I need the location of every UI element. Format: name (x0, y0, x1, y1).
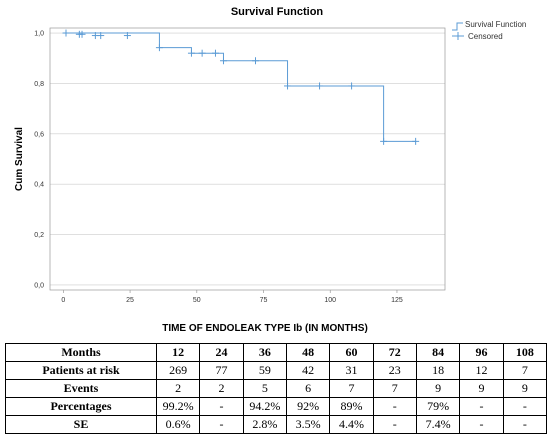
table-row: Patients at risk 269 77 59 42 31 23 18 12 7 (5, 361, 548, 380)
table-cell: - (372, 397, 417, 416)
table-cell: 79% (415, 397, 461, 416)
censored-mark (252, 57, 260, 65)
y-axis-label: Cum Survival (14, 127, 25, 191)
censored-mark (198, 49, 206, 57)
x-tick-label: 50 (193, 297, 201, 304)
y-tick-label: 0,0 (34, 282, 44, 289)
legend: Survival Function Censored (452, 20, 526, 41)
table-cell: 7.4% (415, 415, 461, 434)
table-cell: 77 (199, 361, 244, 380)
table-row: Percentages 99.2% -94.2% 92% 89% -79% - - (5, 397, 548, 416)
table-cell: 2 (155, 379, 201, 398)
y-axis-ticks: 0,0 0,2 0,4 0,6 0,8 1,0 (34, 31, 44, 290)
table-cell: 89% (329, 397, 374, 416)
table-cell: 108 (502, 343, 548, 362)
censored-mark (78, 30, 86, 38)
censored-mark (62, 29, 70, 37)
x-axis-label: TIME OF ENDOLEAK TYPE Ib (IN MONTHS) (162, 323, 368, 334)
censored-mark (123, 32, 131, 40)
table-cell: 269 (155, 361, 201, 380)
censored-mark (219, 57, 227, 65)
table-cell: 9 (459, 379, 504, 398)
x-tick-label: 75 (260, 297, 268, 304)
censored-mark (187, 49, 195, 57)
x-tick-label: 125 (391, 297, 403, 304)
censored-mark (211, 49, 219, 57)
table-cell: - (502, 397, 548, 416)
table-cell: 12 (459, 361, 504, 380)
table-header-row: Months 12 24 36 48 60 72 84 96 108 (5, 343, 548, 362)
table-cell: 24 (199, 343, 244, 362)
table-cell: - (372, 415, 417, 434)
x-tick-label: 25 (126, 297, 134, 304)
legend-survival-label: Survival Function (465, 20, 526, 29)
table-cell: - (502, 415, 548, 434)
grid (50, 32, 445, 286)
table-cell: - (459, 415, 504, 434)
table-cell: 23 (372, 361, 417, 380)
risk-table: Months 12 24 36 48 60 72 84 96 108 Patients at ris… (5, 343, 548, 434)
table-cell: 36 (242, 343, 287, 362)
censored-mark (97, 32, 105, 40)
x-tick-label: 0 (61, 297, 65, 304)
censored-mark (155, 44, 163, 52)
x-tick-label: 100 (324, 297, 336, 304)
plot-frame (49, 27, 446, 291)
table-cell: 12 (155, 343, 201, 362)
table-cell: 84 (415, 343, 461, 362)
table-cell: 6 (285, 379, 331, 398)
y-tick-label: 0,8 (34, 81, 44, 88)
censored-mark (348, 82, 356, 90)
table-cell: - (199, 397, 244, 416)
table-cell: 7 (372, 379, 417, 398)
legend-censored-swatch (452, 32, 464, 40)
legend-censored-label: Censored (468, 32, 503, 41)
legend-survival-swatch (452, 22, 463, 31)
table-cell: 2.8% (242, 415, 287, 434)
table-cell: 9 (502, 379, 548, 398)
censored-mark (316, 82, 324, 90)
table-cell: 60 (329, 343, 374, 362)
table-row: SE 0.6% -2.8% 3.5% 4.4% -7.4% - - (5, 415, 548, 434)
y-tick-label: 0,2 (34, 232, 44, 239)
table-cell: 2 (199, 379, 244, 398)
table-cell: 99.2% (155, 397, 201, 416)
table-cell: 7 (329, 379, 374, 398)
table-cell: 94.2% (242, 397, 287, 416)
censored-mark (284, 82, 292, 90)
table-cell: 9 (415, 379, 461, 398)
y-tick-label: 0,6 (34, 131, 44, 138)
table-cell: 18 (415, 361, 461, 380)
survival-function-line (63, 32, 416, 142)
table-cell: 7 (502, 361, 548, 380)
table-cell: 42 (285, 361, 331, 380)
y-tick-label: 1,0 (34, 31, 44, 38)
series-layer (62, 29, 420, 145)
row-header-cell: Months (5, 343, 157, 362)
table-cell: 4.4% (329, 415, 374, 434)
x-axis-ticks: 0 25 50 75 100 125 (61, 290, 403, 304)
table-cell: 3.5% (285, 415, 331, 434)
censored-mark (380, 137, 388, 145)
table-cell: 48 (285, 343, 331, 362)
y-tick-label: 0,4 (34, 182, 44, 189)
table-cell: 72 (372, 343, 417, 362)
survival-chart: Survival Function 0,0 0,2 0,4 0,6 0,8 1,0 0 25… (14, 6, 526, 334)
table-cell: 92% (285, 397, 331, 416)
chart-title: Survival Function (231, 6, 324, 18)
table-cell: 59 (242, 361, 287, 380)
censored-mark (412, 137, 420, 145)
row-header-cell: Percentages (5, 397, 157, 416)
table-row: Events 2 2 5 6 7 7 9 9 9 (5, 379, 548, 398)
table-cell: 5 (242, 379, 287, 398)
table-cell: - (459, 397, 504, 416)
table-cell: 96 (459, 343, 504, 362)
row-header-cell: Events (5, 379, 157, 398)
row-header-cell: Patients at risk (5, 361, 157, 380)
row-header-cell: SE (5, 415, 157, 434)
table-cell: 31 (329, 361, 374, 380)
table-cell: 0.6% (155, 415, 201, 434)
table-cell: - (199, 415, 244, 434)
